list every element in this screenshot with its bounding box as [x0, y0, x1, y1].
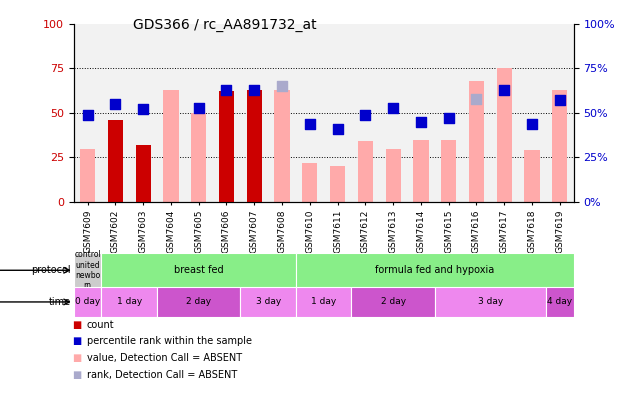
- Point: [444, 115, 454, 121]
- Text: 1 day: 1 day: [311, 297, 337, 307]
- Bar: [157, 287, 240, 317]
- Text: control
united
newbo
rn: control united newbo rn: [74, 250, 101, 290]
- Bar: [351, 287, 435, 317]
- Bar: [240, 287, 296, 317]
- Point: [249, 86, 260, 93]
- Bar: [469, 81, 484, 202]
- Bar: [296, 253, 574, 287]
- Text: ■: ■: [72, 353, 81, 363]
- Bar: [108, 120, 123, 202]
- Bar: [247, 89, 262, 202]
- Text: 1 day: 1 day: [117, 297, 142, 307]
- Point: [194, 104, 204, 110]
- Point: [221, 86, 231, 93]
- Text: formula fed and hypoxia: formula fed and hypoxia: [375, 265, 494, 275]
- Point: [110, 101, 121, 107]
- Point: [304, 120, 315, 127]
- Bar: [135, 145, 151, 202]
- Point: [471, 95, 481, 102]
- Point: [83, 112, 93, 118]
- Bar: [274, 89, 290, 202]
- Text: 2 day: 2 day: [381, 297, 406, 307]
- Bar: [385, 148, 401, 202]
- Text: rank, Detection Call = ABSENT: rank, Detection Call = ABSENT: [87, 369, 237, 380]
- Bar: [441, 139, 456, 202]
- Text: count: count: [87, 320, 114, 330]
- Bar: [330, 166, 345, 202]
- Bar: [191, 113, 206, 202]
- Point: [499, 86, 510, 93]
- Bar: [80, 148, 96, 202]
- Bar: [497, 68, 512, 202]
- Text: 4 day: 4 day: [547, 297, 572, 307]
- Bar: [358, 141, 373, 202]
- Bar: [302, 163, 317, 202]
- Text: ■: ■: [72, 320, 81, 330]
- Bar: [101, 253, 296, 287]
- Text: 3 day: 3 day: [478, 297, 503, 307]
- Text: 3 day: 3 day: [256, 297, 281, 307]
- Bar: [101, 287, 157, 317]
- Text: protocol: protocol: [31, 265, 71, 275]
- Text: breast fed: breast fed: [174, 265, 224, 275]
- Point: [527, 120, 537, 127]
- Text: ■: ■: [72, 369, 81, 380]
- Point: [277, 83, 287, 89]
- Bar: [74, 287, 101, 317]
- Text: ■: ■: [72, 336, 81, 346]
- Bar: [163, 89, 179, 202]
- Point: [388, 104, 398, 110]
- Point: [360, 112, 370, 118]
- Bar: [546, 287, 574, 317]
- Bar: [74, 253, 101, 287]
- Bar: [552, 89, 567, 202]
- Point: [138, 106, 148, 112]
- Point: [554, 97, 565, 103]
- Bar: [435, 287, 546, 317]
- Point: [416, 118, 426, 125]
- Bar: [296, 287, 351, 317]
- Bar: [219, 91, 234, 202]
- Text: value, Detection Call = ABSENT: value, Detection Call = ABSENT: [87, 353, 242, 363]
- Bar: [524, 150, 540, 202]
- Text: percentile rank within the sample: percentile rank within the sample: [87, 336, 251, 346]
- Bar: [413, 139, 429, 202]
- Text: 0 day: 0 day: [75, 297, 100, 307]
- Point: [333, 126, 343, 132]
- Text: GDS366 / rc_AA891732_at: GDS366 / rc_AA891732_at: [133, 18, 316, 32]
- Text: time: time: [48, 297, 71, 307]
- Text: 2 day: 2 day: [186, 297, 212, 307]
